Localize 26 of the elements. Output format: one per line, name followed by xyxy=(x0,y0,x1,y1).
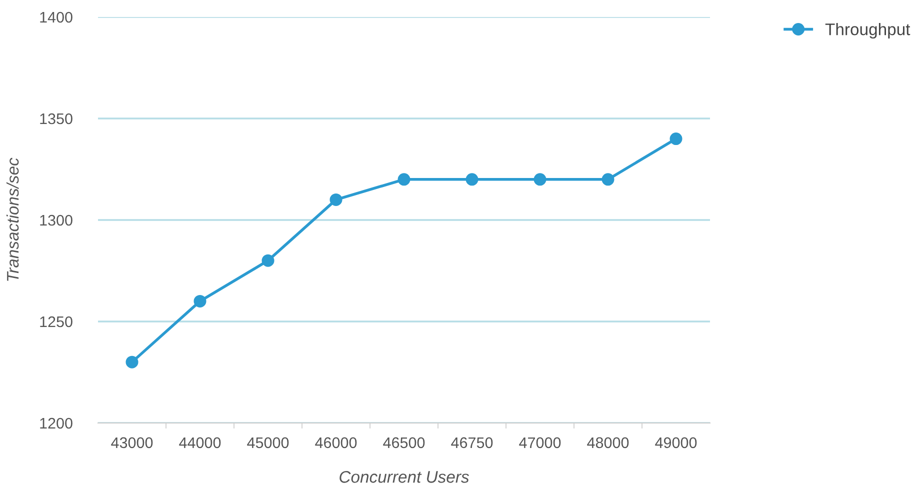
x-tick-label: 43000 xyxy=(111,437,153,448)
point xyxy=(126,356,138,368)
y-tick-label: 1200 xyxy=(40,418,72,429)
legend-label: Throughput xyxy=(825,23,910,39)
y-tick-label: 1400 xyxy=(40,12,72,23)
x-tick-label: 49000 xyxy=(655,437,697,448)
point xyxy=(534,173,546,186)
point xyxy=(398,173,410,186)
x-axis-title: Concurrent Users xyxy=(340,471,469,483)
y-tick-label: 1350 xyxy=(40,113,72,124)
point xyxy=(670,132,682,146)
point xyxy=(602,173,614,186)
y-tick-label: 1250 xyxy=(40,316,72,328)
x-tick-label: 44000 xyxy=(179,437,221,448)
point xyxy=(262,254,274,267)
x-tick-label: 46750 xyxy=(451,437,493,448)
point xyxy=(330,193,342,206)
x-tick-label: 45000 xyxy=(247,437,289,448)
x-tick-label: 48000 xyxy=(587,437,629,448)
point xyxy=(466,173,478,186)
x-tick-label: 47000 xyxy=(519,437,561,448)
y-axis-title: Transactions/sec xyxy=(6,158,19,281)
x-tick-label: 46500 xyxy=(383,437,425,448)
point xyxy=(194,294,206,308)
x-tick-label: 46000 xyxy=(315,437,357,448)
y-tick-label: 1300 xyxy=(40,214,72,226)
